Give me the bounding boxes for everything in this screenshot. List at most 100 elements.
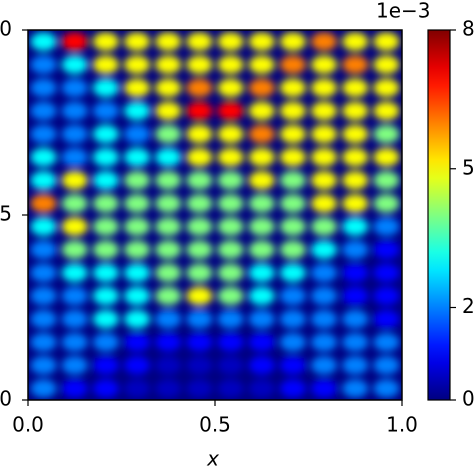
heatmap-cell xyxy=(123,379,151,398)
heatmap-cell xyxy=(155,55,182,74)
heatmap-cell xyxy=(92,171,120,190)
heatmap-cell xyxy=(186,147,213,167)
heatmap-cell xyxy=(186,286,213,306)
heatmap-cells xyxy=(30,32,400,398)
heatmap-cell xyxy=(30,101,57,121)
heatmap-cell xyxy=(217,101,244,121)
heatmap-cell xyxy=(123,356,151,375)
heatmap-cell xyxy=(373,55,400,74)
heatmap-cell xyxy=(342,356,369,375)
heatmap-cell xyxy=(217,356,244,375)
heatmap-cell xyxy=(123,171,151,190)
heatmap-cell xyxy=(310,286,338,306)
heatmap-cell xyxy=(123,286,151,306)
heatmap-cell xyxy=(30,379,57,398)
x-tick-label: 0.0 xyxy=(12,413,44,437)
heatmap-cell xyxy=(342,78,369,98)
heatmap-cell xyxy=(279,217,307,236)
heatmap-cell xyxy=(186,171,213,190)
heatmap-cell xyxy=(30,55,57,74)
heatmap-cell xyxy=(342,217,369,236)
heatmap-cell xyxy=(61,147,88,167)
heatmap xyxy=(28,30,402,400)
heatmap-cell xyxy=(279,55,307,74)
heatmap-cell xyxy=(30,240,57,259)
heatmap-cell xyxy=(155,194,182,213)
heatmap-cell xyxy=(92,240,120,259)
heatmap-cell xyxy=(123,263,151,283)
heatmap-cell xyxy=(310,263,338,283)
heatmap-cell xyxy=(123,240,151,259)
heatmap-cell xyxy=(342,286,369,306)
y-tick-label: 0.0 xyxy=(0,387,12,411)
heatmap-cell xyxy=(92,124,120,144)
heatmap-cell xyxy=(373,332,400,352)
heatmap-cell xyxy=(92,356,120,375)
heatmap-cell xyxy=(155,217,182,236)
heatmap-cell xyxy=(342,101,369,121)
heatmap-cell xyxy=(92,32,120,51)
heatmap-cell xyxy=(123,309,151,329)
heatmap-cell xyxy=(248,171,275,190)
heatmap-cell xyxy=(155,356,182,375)
heatmap-cell xyxy=(248,309,275,329)
heatmap-cell xyxy=(92,263,120,283)
heatmap-cell xyxy=(186,32,213,51)
heatmap-cell xyxy=(310,32,338,51)
heatmap-cell xyxy=(92,55,120,74)
heatmap-cell xyxy=(279,171,307,190)
heatmap-cell xyxy=(373,32,400,51)
heatmap-cell xyxy=(248,147,275,167)
heatmap-cell xyxy=(92,78,120,98)
heatmap-cell xyxy=(279,356,307,375)
heatmap-cell xyxy=(373,171,400,190)
heatmap-cell xyxy=(61,32,88,51)
heatmap-cell xyxy=(123,332,151,352)
heatmap-cell xyxy=(310,55,338,74)
heatmap-cell xyxy=(123,55,151,74)
heatmap-cell xyxy=(155,147,182,167)
heatmap-cell xyxy=(217,55,244,74)
heatmap-cell xyxy=(342,55,369,74)
heatmap-cell xyxy=(373,194,400,213)
heatmap-cell xyxy=(217,78,244,98)
heatmap-cell xyxy=(155,240,182,259)
heatmap-cell xyxy=(186,55,213,74)
heatmap-cell xyxy=(186,124,213,144)
heatmap-cell xyxy=(186,356,213,375)
heatmap-cell xyxy=(217,32,244,51)
heatmap-cell xyxy=(310,240,338,259)
heatmap-cell xyxy=(217,379,244,398)
heatmap-cell xyxy=(217,309,244,329)
heatmap-cell xyxy=(155,124,182,144)
heatmap-cell xyxy=(155,332,182,352)
heatmap-cell xyxy=(30,217,57,236)
heatmap-cell xyxy=(310,309,338,329)
heatmap-cell xyxy=(30,147,57,167)
y-tick-label: 1.0 xyxy=(0,17,12,41)
heatmap-cell xyxy=(61,101,88,121)
heatmap-cell xyxy=(248,101,275,121)
heatmap-cell xyxy=(123,101,151,121)
heatmap-cell xyxy=(30,171,57,190)
heatmap-cell xyxy=(186,263,213,283)
heatmap-cell xyxy=(373,356,400,375)
heatmap-cell xyxy=(92,217,120,236)
heatmap-cell xyxy=(217,147,244,167)
heatmap-cell xyxy=(30,309,57,329)
heatmap-cell xyxy=(342,332,369,352)
heatmap-cell xyxy=(186,379,213,398)
heatmap-cell xyxy=(61,124,88,144)
heatmap-cell xyxy=(92,379,120,398)
heatmap-cell xyxy=(310,124,338,144)
heatmap-cell xyxy=(61,309,88,329)
heatmap-cell xyxy=(279,194,307,213)
heatmap-cell xyxy=(373,217,400,236)
heatmap-cell xyxy=(248,55,275,74)
colorbar-tick-label: 8 xyxy=(462,17,474,41)
heatmap-background xyxy=(28,30,402,400)
colorbar-offset-label: 1e−3 xyxy=(376,0,431,23)
heatmap-cell xyxy=(186,78,213,98)
x-tick-label: 1.0 xyxy=(386,413,418,437)
